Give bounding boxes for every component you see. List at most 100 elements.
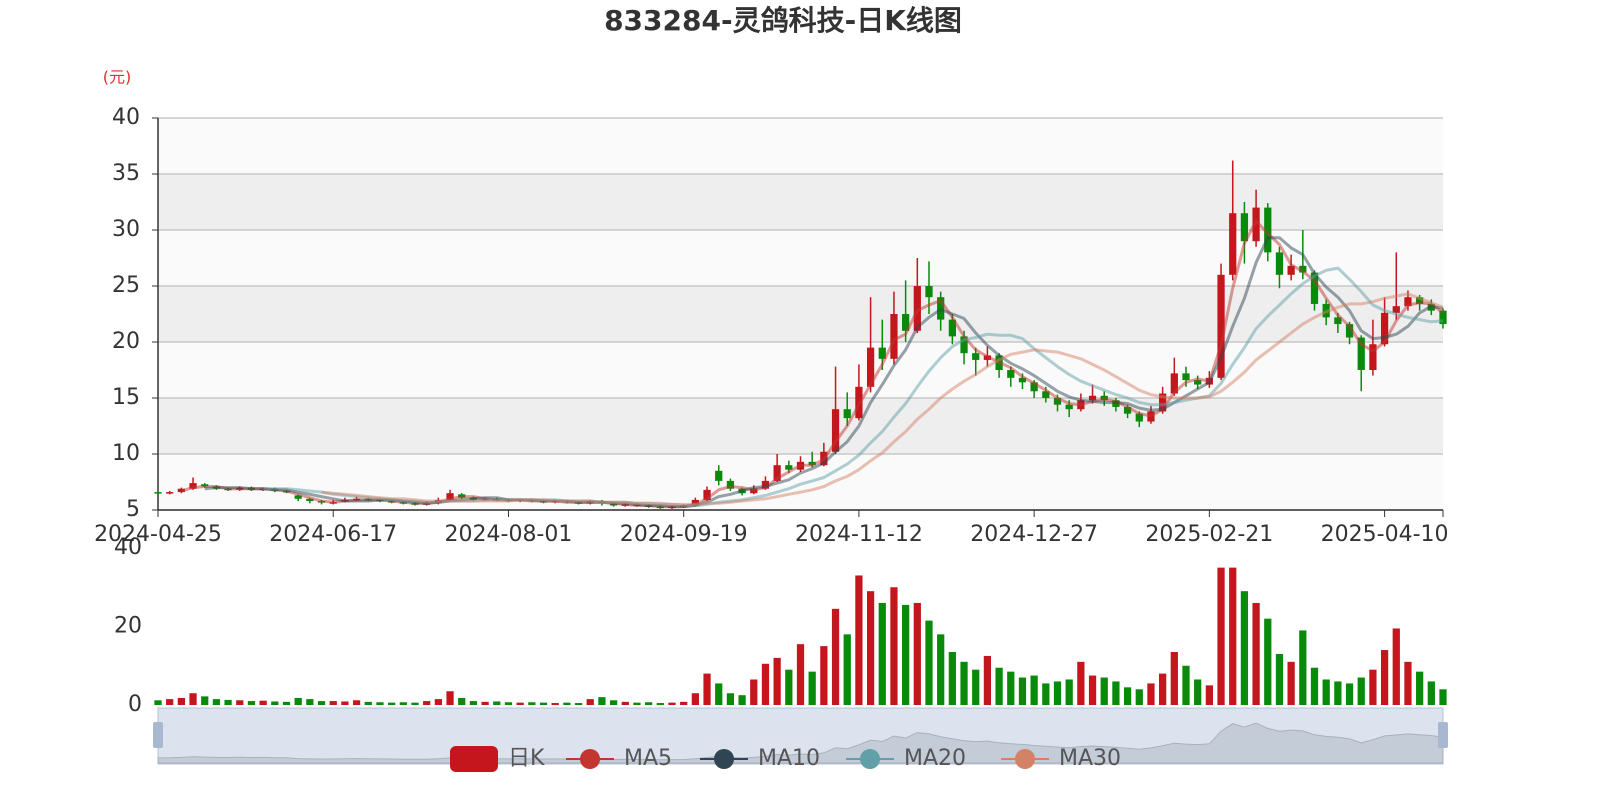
candle-body <box>1345 324 1354 338</box>
candle-body <box>1357 337 1365 370</box>
volume-bar <box>680 701 688 705</box>
volume-bar <box>633 702 641 705</box>
y-tick-label: 0 <box>128 692 142 717</box>
candle-body <box>1439 310 1447 325</box>
x-tick-label: 2025-04-10 <box>1321 522 1449 547</box>
volume-bar <box>621 701 629 705</box>
candle-body <box>972 353 980 360</box>
volume-bar <box>866 591 875 705</box>
x-tick-label: 2024-09-19 <box>620 522 748 547</box>
volume-bar <box>469 701 478 705</box>
legend-label: MA30 <box>1059 746 1121 771</box>
volume-bar <box>247 701 256 705</box>
y-tick-label: 10 <box>112 441 140 466</box>
volume-bar <box>504 702 513 705</box>
candle-body <box>1123 406 1132 414</box>
candle-body <box>294 495 302 499</box>
volume-bar <box>563 702 571 705</box>
volume-bar <box>1065 679 1073 705</box>
legend-label: MA20 <box>904 746 966 771</box>
volume-bar <box>1170 652 1178 705</box>
volume-bar <box>259 700 267 705</box>
volume-bar <box>1217 567 1225 705</box>
volume-bar <box>761 663 770 705</box>
candle-body <box>1310 272 1319 304</box>
candle-body <box>1194 380 1202 385</box>
volume-bar <box>925 620 933 705</box>
volume-bar <box>282 701 291 705</box>
volume-bar <box>586 699 594 705</box>
volume-bar <box>831 608 840 705</box>
candle-body <box>1217 274 1225 378</box>
volume-bar <box>738 695 746 705</box>
volume-bar <box>1159 673 1167 705</box>
zoom-handle[interactable] <box>153 722 163 748</box>
volume-bar <box>166 699 174 705</box>
volume-bar <box>1345 683 1354 705</box>
legend-label: MA10 <box>758 746 820 771</box>
volume-bar <box>551 703 559 705</box>
volume-bar <box>1088 675 1097 705</box>
volume-bar <box>434 699 442 705</box>
candle-body <box>1065 404 1073 410</box>
volume-bar <box>1194 679 1202 705</box>
candle-body <box>948 319 956 337</box>
candle-body <box>1369 344 1377 370</box>
volume-bar <box>1439 689 1447 705</box>
candle-body <box>866 347 875 387</box>
candle-body <box>1416 297 1424 304</box>
volume-bar <box>154 700 162 705</box>
volume-bar <box>1229 567 1237 705</box>
volume-bar <box>703 673 711 705</box>
x-tick-label: 2024-11-12 <box>795 522 923 547</box>
x-tick-label: 2024-12-27 <box>970 522 1098 547</box>
candle-body <box>773 465 781 481</box>
volume-bar <box>913 602 921 705</box>
candle-body <box>703 489 711 500</box>
candle-body <box>831 409 840 452</box>
volume-bar <box>423 701 431 705</box>
x-tick-label: 2024-04-25 <box>94 522 222 547</box>
volume-bar <box>364 701 372 705</box>
volume-bar <box>1416 671 1424 705</box>
volume-bar <box>785 669 793 705</box>
candle-body <box>1264 207 1272 253</box>
volume-bar <box>1182 665 1190 705</box>
volume-bar <box>843 634 851 705</box>
zoom-handle[interactable] <box>1438 722 1448 748</box>
volume-bar <box>995 667 1003 705</box>
y-tick-label: 40 <box>114 535 142 560</box>
x-tick-label: 2024-08-01 <box>445 522 573 547</box>
volume-bar <box>691 693 699 705</box>
candle-body <box>726 480 735 489</box>
candle-body <box>1392 306 1400 313</box>
volume-bar <box>539 702 548 705</box>
volume-bar <box>329 701 337 705</box>
candle-body <box>446 493 454 500</box>
candle-body <box>1252 207 1260 242</box>
volume-bar <box>1077 661 1085 705</box>
volume-bar <box>1147 683 1155 705</box>
legend-icon <box>580 749 600 769</box>
volume-bar <box>1123 687 1132 705</box>
legend-icon <box>714 749 734 769</box>
volume-bar <box>1205 685 1213 705</box>
candle-body <box>1182 373 1190 381</box>
candle-body <box>1404 297 1412 307</box>
volume-bar <box>1334 681 1342 705</box>
candle-body <box>1042 391 1050 398</box>
volume-bar <box>294 697 302 705</box>
candle-body <box>1287 265 1295 275</box>
volume-bar <box>820 646 828 705</box>
candle-body <box>715 470 723 481</box>
legend-icon <box>860 749 880 769</box>
split-area <box>158 342 1443 398</box>
candle-body <box>1334 317 1342 325</box>
volume-bar <box>1404 661 1412 705</box>
candle-body <box>1229 213 1237 275</box>
split-area <box>158 230 1443 286</box>
volume-bar <box>1275 653 1284 705</box>
volume-bar <box>1322 679 1330 705</box>
candle-body <box>154 492 162 494</box>
